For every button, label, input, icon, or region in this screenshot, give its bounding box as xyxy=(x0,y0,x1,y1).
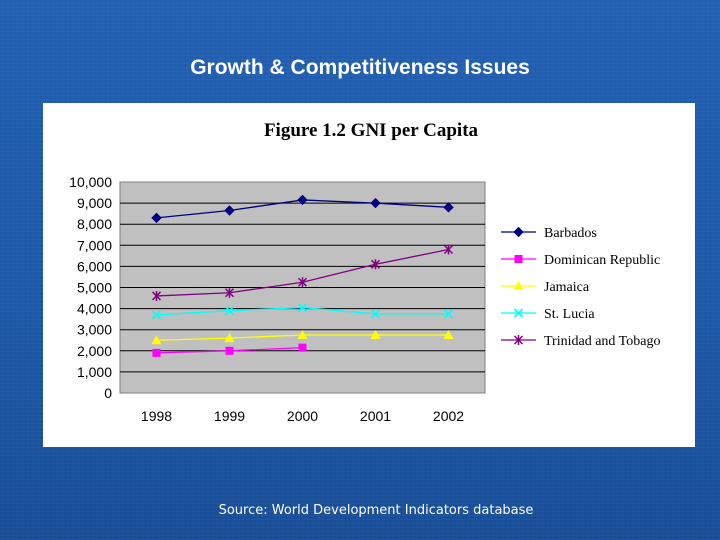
y-tick-label: 9,000 xyxy=(77,195,112,211)
data-point-st-lucia xyxy=(370,309,381,319)
legend-label-st-lucia: St. Lucia xyxy=(544,307,595,322)
data-point-dominican-republic xyxy=(298,343,307,352)
data-point-jamaica xyxy=(224,333,235,343)
slide-title: Growth & Competitiveness Issues xyxy=(190,56,530,79)
data-point-jamaica xyxy=(297,329,308,339)
gni-line-chart: Figure 1.2 GNI per Capita 0 1,000 2,000 3,0… xyxy=(69,120,660,424)
legend-marker-trinidad-and-tobago xyxy=(513,335,524,345)
data-point-jamaica xyxy=(151,335,162,345)
data-point-jamaica xyxy=(370,329,381,339)
legend-marker-st-lucia xyxy=(513,308,524,318)
data-point-trinidad-and-tobago xyxy=(370,259,381,270)
x-tick-label: 1999 xyxy=(214,408,245,424)
x-tick-label: 2001 xyxy=(360,408,391,424)
data-point-dominican-republic xyxy=(225,346,234,355)
data-point-dominican-republic xyxy=(152,348,161,357)
y-tick-label: 6,000 xyxy=(77,258,112,274)
legend-marker-dominican-republic xyxy=(514,255,523,263)
data-point-trinidad-and-tobago xyxy=(443,244,454,255)
source-note: Source: World Development Indicators dat… xyxy=(218,503,534,518)
y-tick-label: 1,000 xyxy=(77,364,112,380)
x-tick-label: 2000 xyxy=(287,408,318,424)
chart-title: Figure 1.2 GNI per Capita xyxy=(264,120,479,141)
data-point-barbados xyxy=(151,212,162,224)
data-point-st-lucia xyxy=(151,310,162,320)
data-point-trinidad-and-tobago xyxy=(297,277,308,288)
y-tick-label: 2,000 xyxy=(77,343,112,359)
legend-marker-barbados xyxy=(513,226,524,238)
legend-marker-jamaica xyxy=(513,281,524,290)
data-point-barbados xyxy=(370,197,381,209)
data-point-barbados xyxy=(297,194,308,206)
x-tick-label: 2002 xyxy=(433,408,464,424)
y-tick-label: 3,000 xyxy=(77,322,112,338)
y-tick-label: 0 xyxy=(104,385,112,401)
y-tick-label: 10,000 xyxy=(69,174,112,190)
data-point-jamaica xyxy=(443,329,454,339)
chart-panel: Figure 1.2 GNI per Capita 0 1,000 2,000 3,0… xyxy=(43,103,695,447)
y-tick-label: 4,000 xyxy=(77,301,112,317)
legend-label-jamaica: Jamaica xyxy=(544,280,590,295)
y-tick-label: 7,000 xyxy=(77,237,112,253)
legend-label-barbados: Barbados xyxy=(544,226,597,241)
data-point-barbados xyxy=(224,205,235,216)
data-point-st-lucia xyxy=(297,302,308,313)
y-tick-label: 5,000 xyxy=(77,280,112,296)
data-point-barbados xyxy=(443,202,454,213)
data-point-st-lucia xyxy=(224,306,235,316)
data-point-st-lucia xyxy=(443,309,454,319)
x-tick-label: 1998 xyxy=(141,408,172,424)
data-point-trinidad-and-tobago xyxy=(224,287,235,298)
legend-label-trinidad-and-tobago: Trinidad and Tobago xyxy=(544,334,660,349)
legend-label-dominican-republic: Dominican Republic xyxy=(544,253,660,268)
y-tick-label: 8,000 xyxy=(77,216,112,232)
data-point-trinidad-and-tobago xyxy=(151,290,162,301)
